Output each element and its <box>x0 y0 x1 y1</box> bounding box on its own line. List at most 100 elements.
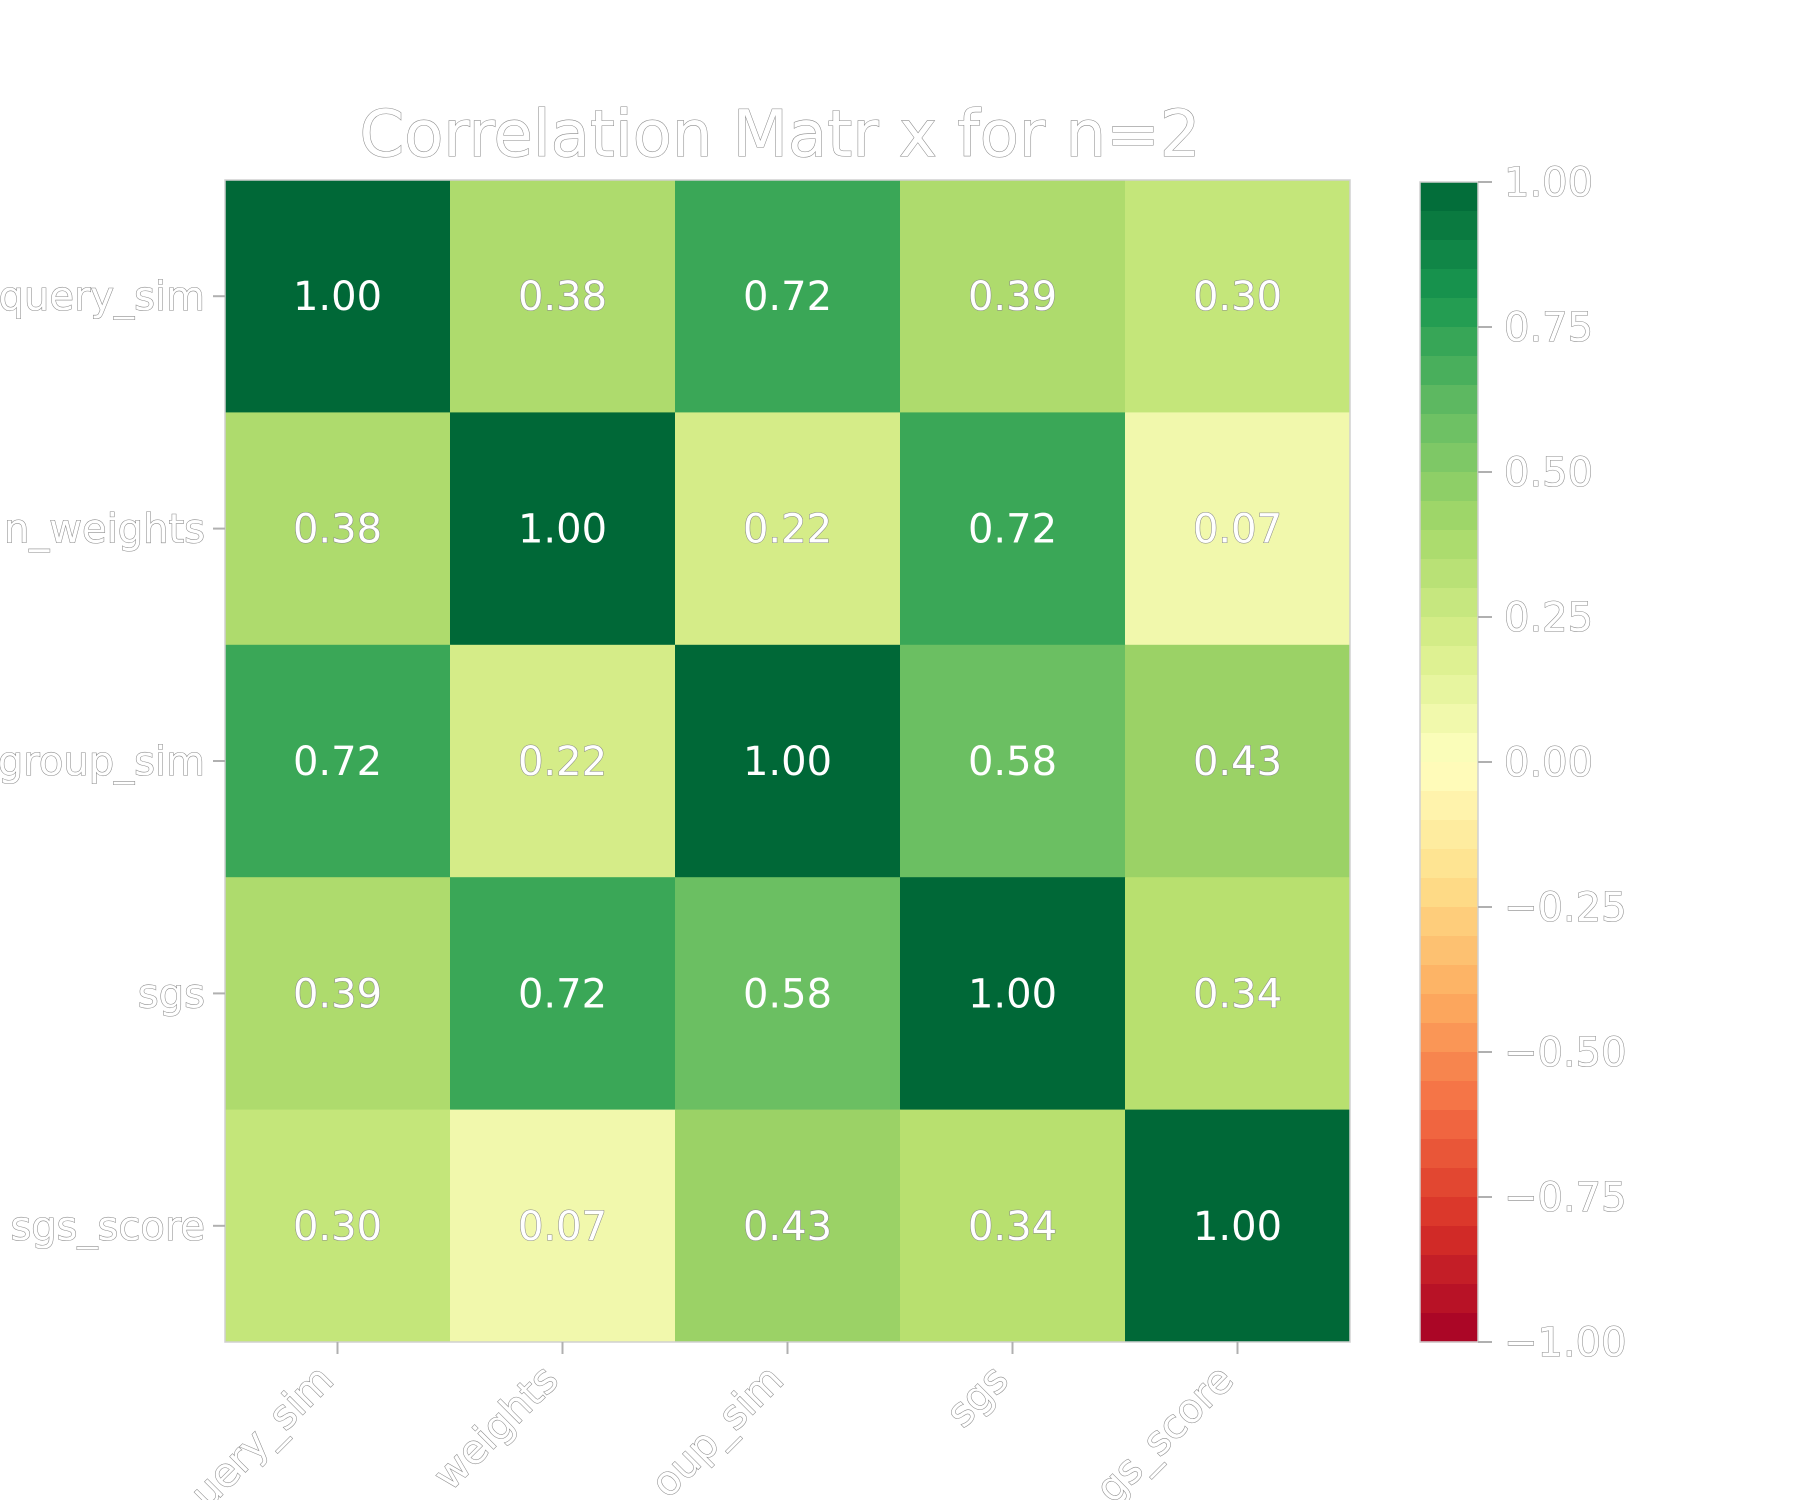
cell-value-label: 0.72 <box>293 739 382 785</box>
colorbar-segment <box>1420 1139 1478 1169</box>
colorbar-segment <box>1420 675 1478 705</box>
cell-value-label: 0.72 <box>518 971 607 1017</box>
heatmap-cell <box>225 1109 451 1343</box>
cell-value-label: 0.72 <box>968 507 1057 553</box>
column-label: oup_sim <box>643 1357 793 1500</box>
cell-value-label: 0.58 <box>968 739 1057 785</box>
colorbar-tick-label: −0.75 <box>1504 1175 1627 1221</box>
colorbar-segment <box>1420 1255 1478 1285</box>
colorbar-segment <box>1420 646 1478 676</box>
heatmap-cell <box>900 180 1126 413</box>
cell-value-label: 1.00 <box>968 971 1057 1017</box>
cell-value-label: 0.34 <box>968 1204 1057 1250</box>
heatmap-cell <box>450 877 676 1111</box>
cell-value-label: 0.22 <box>518 739 607 785</box>
cell-value-label: 0.39 <box>293 971 382 1017</box>
colorbar-segment <box>1420 327 1478 357</box>
cell-value-label: 1.00 <box>293 274 382 320</box>
colorbar-tick-label: 0.50 <box>1504 450 1593 496</box>
colorbar-segment <box>1420 849 1478 879</box>
colorbar-segment <box>1420 994 1478 1024</box>
heatmap-cell <box>450 180 676 413</box>
heatmap-cell-labels: 1.00 0.38 0.72 0.39 0.30 0.38 1.00 0.22 0.72 0.07… <box>292 274 1282 1251</box>
colorbar-tick-label: −0.50 <box>1504 1030 1627 1076</box>
colorbar-segment <box>1420 1023 1478 1053</box>
colorbar-segment <box>1420 1052 1478 1082</box>
heatmap-cell <box>225 877 451 1111</box>
cell-value-label: 0.07 <box>1193 507 1282 553</box>
colorbar-segment <box>1420 820 1478 850</box>
colorbar-segment <box>1420 182 1478 212</box>
row-label: query_sim <box>0 274 205 320</box>
colorbar-segment <box>1420 211 1478 241</box>
colorbar-segment <box>1420 588 1478 618</box>
colorbar-segment <box>1420 1284 1478 1314</box>
colorbar-segment <box>1420 385 1478 415</box>
colorbar-segment <box>1420 791 1478 821</box>
heatmap-cell <box>675 644 901 878</box>
colorbar-segment <box>1420 878 1478 908</box>
cell-value-label: 0.34 <box>1193 971 1282 1017</box>
heatmap-cell <box>675 1109 901 1343</box>
colorbar-segment <box>1420 443 1478 473</box>
colorbar-segment <box>1420 356 1478 386</box>
cell-value-label: 0.30 <box>1193 274 1282 320</box>
cell-value-label: 0.72 <box>743 274 832 320</box>
column-axis: uery_sim weights oup_sim sgs gs_score <box>182 1342 1243 1500</box>
colorbar-segment <box>1420 762 1478 792</box>
heatmap-cell <box>450 644 676 878</box>
colorbar-segment <box>1420 269 1478 299</box>
column-label: sgs <box>938 1357 1018 1437</box>
heatmap-cell <box>450 1109 676 1343</box>
heatmap-cell <box>225 180 451 413</box>
colorbar-segment <box>1420 1313 1478 1343</box>
colorbar-segment <box>1420 414 1478 444</box>
cell-value-label: 1.00 <box>518 507 607 553</box>
colorbar-tick-label: −0.25 <box>1504 885 1627 931</box>
heatmap-cell <box>1125 412 1351 646</box>
colorbar-tick-label: 1.00 <box>1504 160 1593 206</box>
colorbar-segment <box>1420 501 1478 531</box>
cell-value-label: 1.00 <box>743 739 832 785</box>
colorbar-segment <box>1420 965 1478 995</box>
colorbar-segment <box>1420 530 1478 560</box>
heatmap-cell <box>1125 180 1351 413</box>
heatmap-cell <box>900 877 1126 1111</box>
heatmap-cells <box>225 180 1351 1343</box>
row-label: group_sim <box>0 739 205 785</box>
heatmap-cell <box>450 412 676 646</box>
cell-value-label: 0.43 <box>743 1204 832 1250</box>
cell-value-label: 0.58 <box>743 971 832 1017</box>
colorbar-segment <box>1420 240 1478 270</box>
colorbar-tick-label: 0.25 <box>1504 595 1593 641</box>
cell-value-label: 0.07 <box>518 1204 607 1250</box>
heatmap-cell <box>1125 1109 1351 1343</box>
colorbar-segment <box>1420 1110 1478 1140</box>
cell-value-label: 0.39 <box>968 274 1057 320</box>
heatmap-cell <box>225 644 451 878</box>
cell-value-label: 0.38 <box>293 507 382 553</box>
colorbar-segment <box>1420 733 1478 763</box>
chart-title: Correlation Matr x for n=2 <box>360 98 1201 172</box>
heatmap-cell <box>675 412 901 646</box>
colorbar-segment <box>1420 1168 1478 1198</box>
colorbar-tick-label: −1.00 <box>1504 1320 1627 1366</box>
colorbar-segment <box>1420 704 1478 734</box>
heatmap-cell <box>675 180 901 413</box>
cell-value-label: 0.43 <box>1193 739 1282 785</box>
colorbar-segment <box>1420 907 1478 937</box>
cell-value-label: 0.38 <box>518 274 607 320</box>
colorbar-segment <box>1420 298 1478 328</box>
heatmap-cell <box>900 412 1126 646</box>
column-label: weights <box>425 1357 568 1500</box>
cell-value-label: 0.30 <box>293 1204 382 1250</box>
colorbar-segment <box>1420 472 1478 502</box>
colorbar-tick-label: 0.00 <box>1504 740 1593 786</box>
heatmap-cell <box>1125 877 1351 1111</box>
cell-value-label: 1.00 <box>1193 1204 1282 1250</box>
colorbar-segment <box>1420 1226 1478 1256</box>
heatmap-cell <box>900 1109 1126 1343</box>
colorbar-segment <box>1420 617 1478 647</box>
